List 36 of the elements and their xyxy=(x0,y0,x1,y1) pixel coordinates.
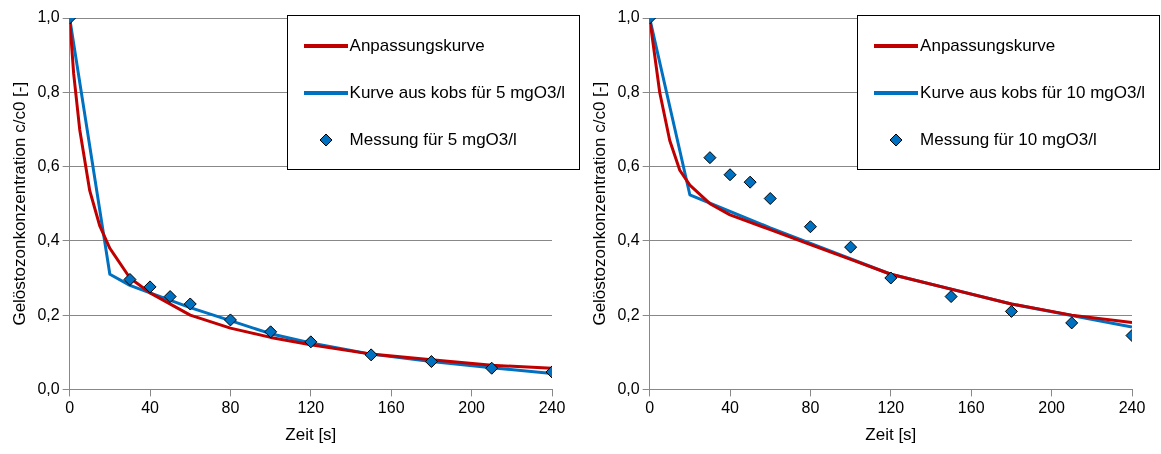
x-tick-label: 0 xyxy=(645,399,655,417)
x-tick-label: 240 xyxy=(538,399,566,417)
y-tick-label: 0,2 xyxy=(617,305,640,323)
x-tick-label: 80 xyxy=(801,399,820,417)
x-tick-label: 40 xyxy=(141,399,160,417)
y-tick-label: 0,0 xyxy=(37,379,60,397)
legend-label: Anpassungskurve xyxy=(349,35,485,57)
y-axis-title: Gelöstozonkonzentration c/c0 [-] xyxy=(9,81,29,326)
y-tick-label: 1,0 xyxy=(37,8,60,26)
x-tick-label: 200 xyxy=(1038,399,1066,417)
y-tick-label: 1,0 xyxy=(617,8,640,26)
y-tick-label: 0,8 xyxy=(37,82,60,100)
x-tick-label: 240 xyxy=(1118,399,1146,417)
legend-label: Anpassungskurve xyxy=(920,35,1056,57)
legend-label: Kurve aus kobs für 5 mgO3/l xyxy=(349,82,565,104)
x-tick-label: 160 xyxy=(957,399,985,417)
y-tick-label: 0,8 xyxy=(617,82,640,100)
x-tick-label: 200 xyxy=(458,399,486,417)
x-tick-label: 160 xyxy=(377,399,405,417)
legend-label: Messung für 10 mgO3/l xyxy=(920,129,1097,151)
x-tick-label: 120 xyxy=(877,399,905,417)
x-axis-title: Zeit [s] xyxy=(865,425,917,445)
y-tick-label: 0,2 xyxy=(37,305,60,323)
legend-label: Messung für 5 mgO3/l xyxy=(349,129,517,151)
y-axis-title: Gelöstozonkonzentration c/c0 [-] xyxy=(589,81,609,326)
y-tick-label: 0,4 xyxy=(617,231,640,249)
y-tick-label: 0,0 xyxy=(617,379,640,397)
x-tick-label: 80 xyxy=(221,399,240,417)
legend-label: Kurve aus kobs für 10 mgO3/l xyxy=(920,82,1145,104)
x-tick-label: 40 xyxy=(721,399,740,417)
y-tick-label: 0,6 xyxy=(37,156,60,174)
y-tick-label: 0,6 xyxy=(617,156,640,174)
y-tick-label: 0,4 xyxy=(37,231,60,249)
x-tick-label: 0 xyxy=(65,399,75,417)
x-tick-label: 120 xyxy=(297,399,325,417)
x-axis-title: Zeit [s] xyxy=(285,425,337,445)
